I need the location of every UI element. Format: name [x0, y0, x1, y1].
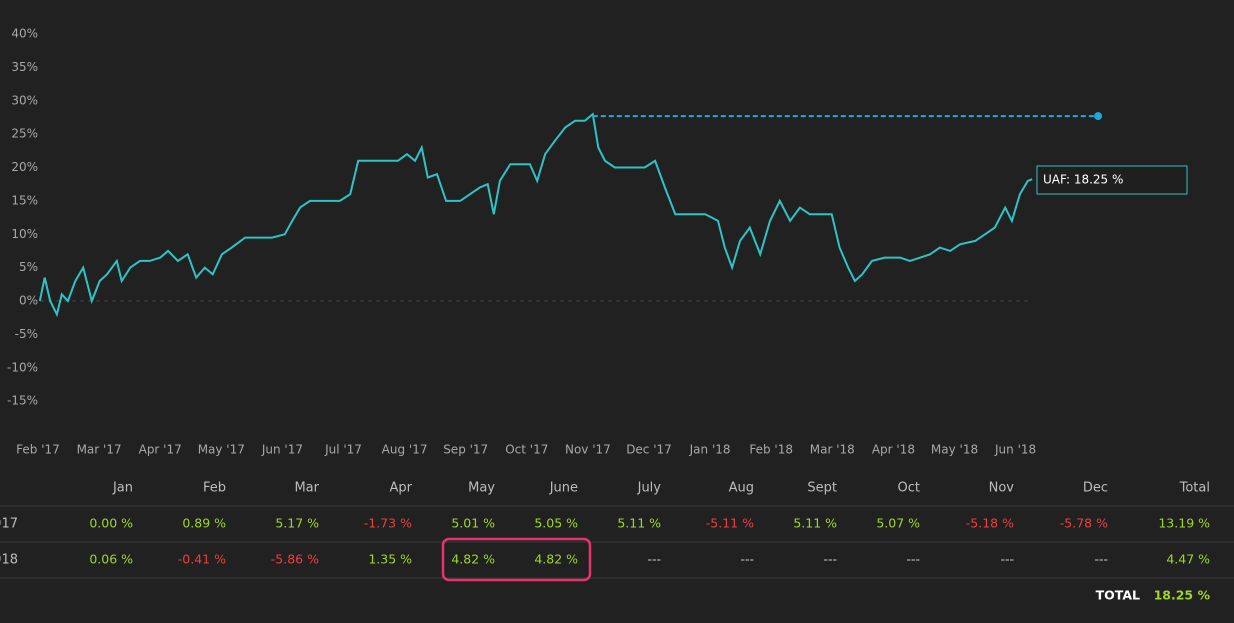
y-tick-label: 5% — [19, 260, 38, 274]
x-tick-label: Jun '17 — [261, 443, 303, 457]
table-cell: 4.82 % — [534, 552, 578, 567]
x-tick-label: May '17 — [198, 443, 245, 457]
table-cell: -5.78 % — [1060, 516, 1108, 531]
table-cell: 13.19 % — [1158, 516, 1210, 531]
x-tick-label: May '18 — [931, 443, 978, 457]
y-tick-label: 40% — [11, 27, 38, 41]
column-header: Sept — [807, 481, 837, 496]
x-tick-label: Jun '18 — [994, 443, 1036, 457]
y-tick-label: -15% — [7, 394, 38, 408]
table-cell: --- — [823, 552, 837, 567]
table-cell: --- — [906, 552, 920, 567]
table-cell: 5.07 % — [876, 516, 920, 531]
y-tick-label: 0% — [19, 294, 38, 308]
y-tick-label: 25% — [11, 127, 38, 141]
row-label: 2017 — [0, 517, 18, 532]
x-tick-label: Feb '17 — [16, 443, 60, 457]
y-tick-label: 15% — [11, 193, 38, 207]
table-cell: -5.86 % — [271, 552, 319, 567]
column-header: Nov — [989, 481, 1015, 496]
column-header: May — [468, 481, 495, 496]
y-tick-label: 10% — [11, 227, 38, 241]
y-tick-label: -10% — [7, 360, 38, 374]
column-header: June — [549, 481, 578, 496]
column-header: Mar — [294, 481, 319, 496]
table-cell: --- — [647, 552, 661, 567]
column-header: Oct — [898, 481, 920, 496]
table-cell: -0.41 % — [178, 552, 226, 567]
table-cell: 5.11 % — [793, 516, 837, 531]
table-cell: -5.11 % — [706, 516, 754, 531]
total-value: 18.25 % — [1154, 588, 1211, 603]
table-cell: 5.01 % — [451, 516, 495, 531]
table-cell: 0.00 % — [89, 516, 133, 531]
x-tick-label: Apr '17 — [139, 443, 182, 457]
table-cell: 4.82 % — [451, 552, 495, 567]
row-label: 2018 — [0, 553, 18, 568]
y-tick-label: 35% — [11, 60, 38, 74]
table-cell: --- — [1094, 552, 1108, 567]
y-tick-label: 30% — [11, 93, 38, 107]
series-line — [38, 112, 1033, 318]
x-tick-label: Jan '18 — [689, 443, 731, 457]
table-cell: --- — [740, 552, 754, 567]
column-header: Apr — [390, 481, 413, 496]
x-tick-label: Aug '17 — [382, 443, 428, 457]
tooltip — [1036, 165, 1188, 195]
table-cell: --- — [1000, 552, 1014, 567]
table-cell: -1.73 % — [364, 516, 412, 531]
table-cell: -5.18 % — [966, 516, 1014, 531]
highlight-box — [441, 537, 592, 582]
column-header: Feb — [203, 481, 226, 496]
x-tick-label: Feb '18 — [749, 443, 793, 457]
table-cell: 1.35 % — [368, 552, 412, 567]
column-header: Aug — [729, 481, 754, 496]
column-header: July — [637, 481, 662, 496]
table-cell: 5.11 % — [617, 516, 661, 531]
table-cell: 5.05 % — [534, 516, 578, 531]
column-header: Jan — [112, 481, 133, 496]
x-tick-label: Nov '17 — [565, 443, 611, 457]
end-dot — [1094, 112, 1103, 121]
column-header: Dec — [1083, 481, 1108, 496]
x-tick-label: Mar '18 — [810, 443, 855, 457]
table-cell: 0.89 % — [182, 516, 226, 531]
table-cell: 4.47 % — [1166, 552, 1210, 567]
x-tick-label: Sep '17 — [443, 443, 488, 457]
table-cell: 0.06 % — [89, 552, 133, 567]
x-tick-label: Mar '17 — [77, 443, 122, 457]
tooltip-text: UAF: 18.25 % — [1043, 173, 1123, 187]
x-tick-label: Jul '17 — [324, 443, 362, 457]
column-header: Total — [1179, 481, 1210, 496]
x-tick-label: Oct '17 — [505, 443, 548, 457]
x-tick-label: Dec '17 — [626, 443, 672, 457]
total-label: TOTAL — [1096, 588, 1140, 603]
y-tick-label: -5% — [15, 327, 38, 341]
x-tick-label: Apr '18 — [872, 443, 915, 457]
table-cell: 5.17 % — [275, 516, 319, 531]
y-tick-label: 20% — [11, 160, 38, 174]
